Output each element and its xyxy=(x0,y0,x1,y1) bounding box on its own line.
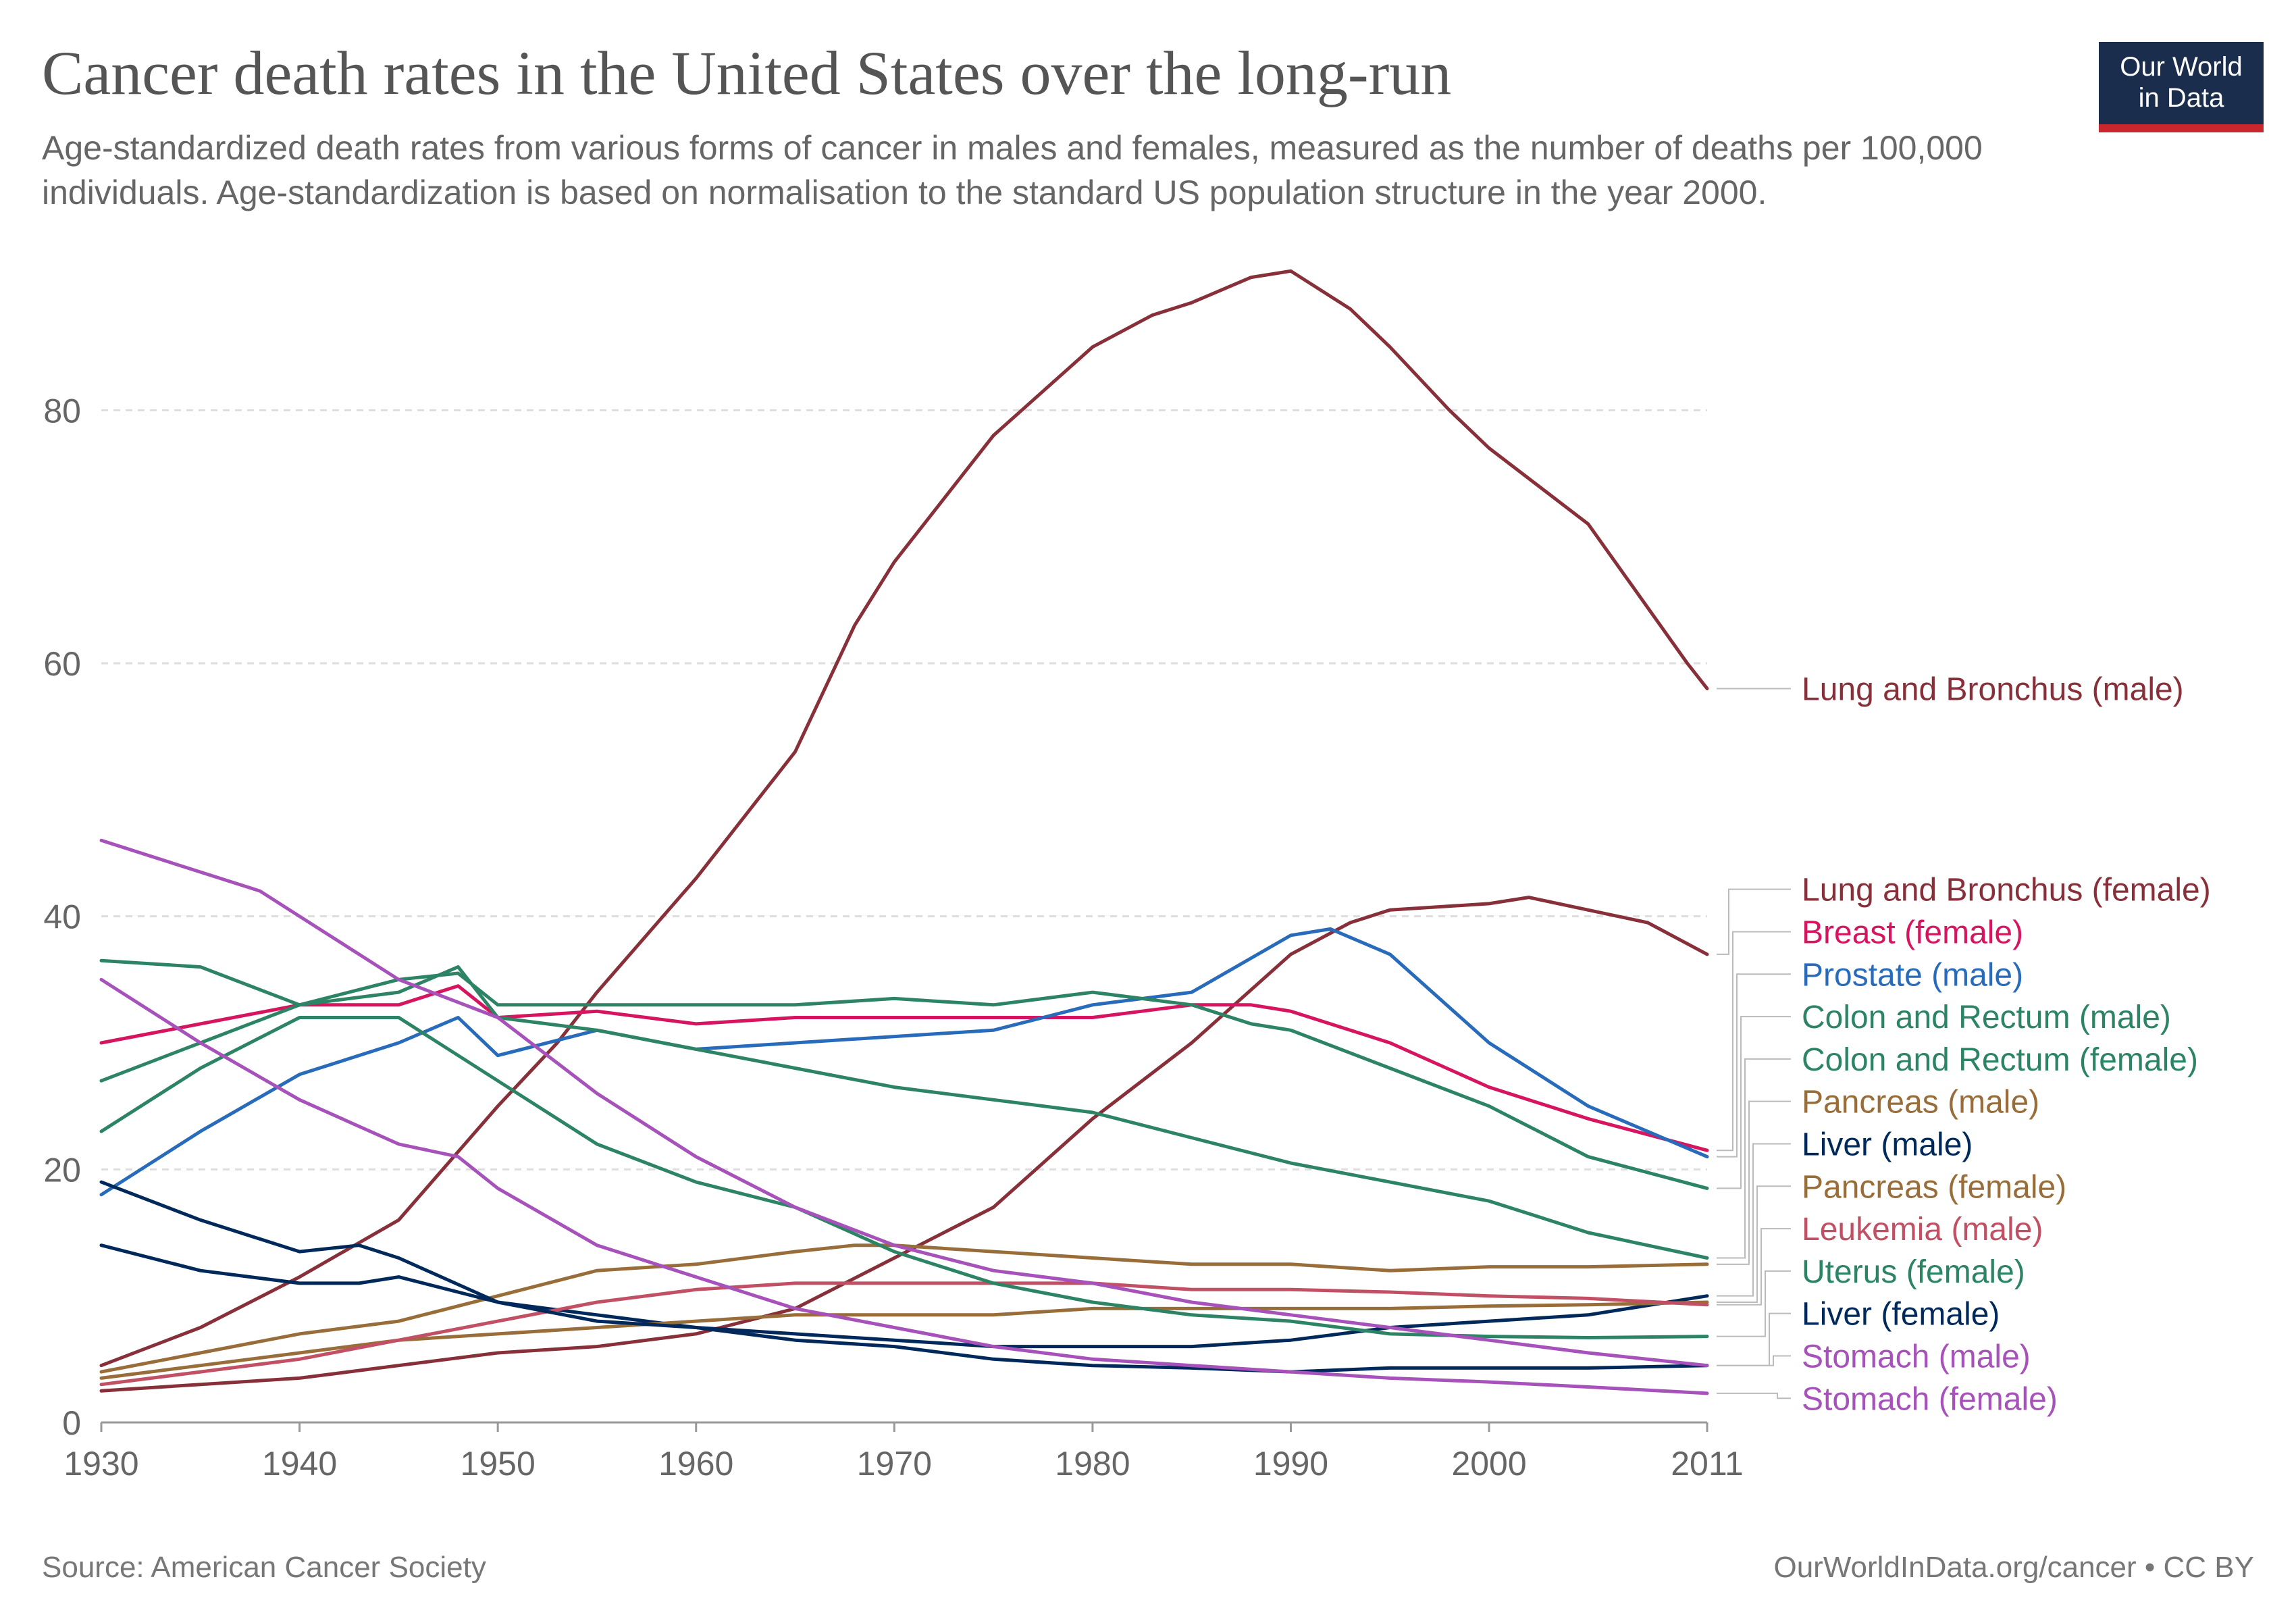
label-connector-prostate-male xyxy=(1717,973,1791,1158)
series-line-liver-female[interactable] xyxy=(99,1180,1709,1374)
label-connector-stomach-female xyxy=(1717,1392,1791,1399)
series-line-prostate-male[interactable] xyxy=(99,927,1709,1197)
logo-text: Our World in Data xyxy=(2120,52,2243,113)
series-label-uterus-female[interactable]: Uterus (female) xyxy=(1802,1254,2025,1290)
chart-title: Cancer death rates in the United States … xyxy=(42,38,1452,107)
logo-accent-bar xyxy=(2099,124,2264,132)
label-connector-breast-female xyxy=(1717,931,1791,1152)
x-tick-label-1970: 1970 xyxy=(857,1445,932,1483)
y-tick-label-60: 60 xyxy=(43,645,81,683)
x-tick-label-1990: 1990 xyxy=(1253,1445,1328,1483)
label-connector-pancreas-female xyxy=(1717,1185,1791,1304)
series-line-breast-female[interactable] xyxy=(99,984,1709,1152)
x-tick-label-1960: 1960 xyxy=(658,1445,733,1483)
label-connector-uterus-female xyxy=(1717,1270,1791,1337)
series-line-pancreas-male[interactable] xyxy=(99,1243,1709,1374)
chart-subtitle: Age-standardized death rates from variou… xyxy=(42,129,1983,211)
label-connector-liver-female xyxy=(1717,1312,1791,1366)
series-line-leukemia-male[interactable] xyxy=(99,1281,1709,1387)
series-label-stomach-female[interactable]: Stomach (female) xyxy=(1802,1381,2058,1417)
series-label-lung-and-bronchus-female[interactable]: Lung and Bronchus (female) xyxy=(1802,873,2211,908)
x-tick-label-2000: 2000 xyxy=(1451,1445,1526,1483)
series-line-colon-and-rectum-female[interactable] xyxy=(99,958,1709,1260)
series-line-pancreas-female[interactable] xyxy=(99,1300,1709,1380)
x-tick-label-1930: 1930 xyxy=(63,1445,138,1483)
label-connector-colon-and-rectum-male xyxy=(1717,1016,1791,1189)
x-tick-label-2011: 2011 xyxy=(1671,1445,1744,1483)
series-line-liver-male[interactable] xyxy=(99,1243,1709,1349)
series-label-colon-and-rectum-male[interactable]: Colon and Rectum (male) xyxy=(1802,1000,2171,1035)
credit-link[interactable]: OurWorldInData.org/cancer • CC BY xyxy=(1773,1551,2254,1584)
label-connector-lung-and-bronchus-female xyxy=(1717,888,1791,955)
x-tick-label-1950: 1950 xyxy=(461,1445,536,1483)
y-tick-label-0: 0 xyxy=(62,1404,81,1442)
series-label-lung-and-bronchus-male[interactable]: Lung and Bronchus (male) xyxy=(1802,671,2184,707)
owid-logo[interactable]: Our World in Data xyxy=(2099,42,2264,132)
y-tick-label-20: 20 xyxy=(43,1151,81,1189)
series-line-lung-and-bronchus-female[interactable] xyxy=(99,896,1709,1393)
series-label-pancreas-female[interactable]: Pancreas (female) xyxy=(1802,1169,2066,1205)
label-connector-liver-male xyxy=(1717,1143,1791,1297)
label-connector-leukemia-male xyxy=(1717,1228,1791,1306)
series-label-breast-female[interactable]: Breast (female) xyxy=(1802,915,2023,950)
series-line-lung-and-bronchus-male[interactable] xyxy=(99,269,1709,1368)
series-lines xyxy=(99,269,1709,1395)
series-line-stomach-male[interactable] xyxy=(99,838,1709,1368)
series-label-leukemia-male[interactable]: Leukemia (male) xyxy=(1802,1212,2043,1247)
label-connector-pancreas-male xyxy=(1717,1100,1791,1265)
grid-lines xyxy=(101,409,1707,1170)
label-connector-colon-and-rectum-female xyxy=(1717,1058,1791,1259)
series-label-pancreas-male[interactable]: Pancreas (male) xyxy=(1802,1085,2039,1121)
x-tick-label-1980: 1980 xyxy=(1055,1445,1130,1483)
x-tick-label-1940: 1940 xyxy=(262,1445,337,1483)
series-label-liver-male[interactable]: Liver (male) xyxy=(1802,1127,1973,1162)
y-tick-label-40: 40 xyxy=(43,898,81,936)
series-label-prostate-male[interactable]: Prostate (male) xyxy=(1802,957,2023,993)
series-label-liver-female[interactable]: Liver (female) xyxy=(1802,1297,2000,1333)
series-labels: Lung and Bronchus (male) Lung and Bronchu… xyxy=(1717,671,2211,1417)
series-label-stomach-male[interactable]: Stomach (male) xyxy=(1802,1339,2031,1374)
axes: 0 20 40 60 80 1930 1940 1950 1960 1970 1980 1990 200… xyxy=(43,392,1743,1483)
y-tick-label-80: 80 xyxy=(43,392,81,430)
series-label-colon-and-rectum-female[interactable]: Colon and Rectum (female) xyxy=(1802,1042,2198,1078)
series-line-uterus-female[interactable] xyxy=(99,1016,1709,1339)
source-note: Source: American Cancer Society xyxy=(42,1551,486,1584)
series-line-stomach-female[interactable] xyxy=(99,977,1709,1395)
label-connector-stomach-male xyxy=(1717,1355,1791,1366)
